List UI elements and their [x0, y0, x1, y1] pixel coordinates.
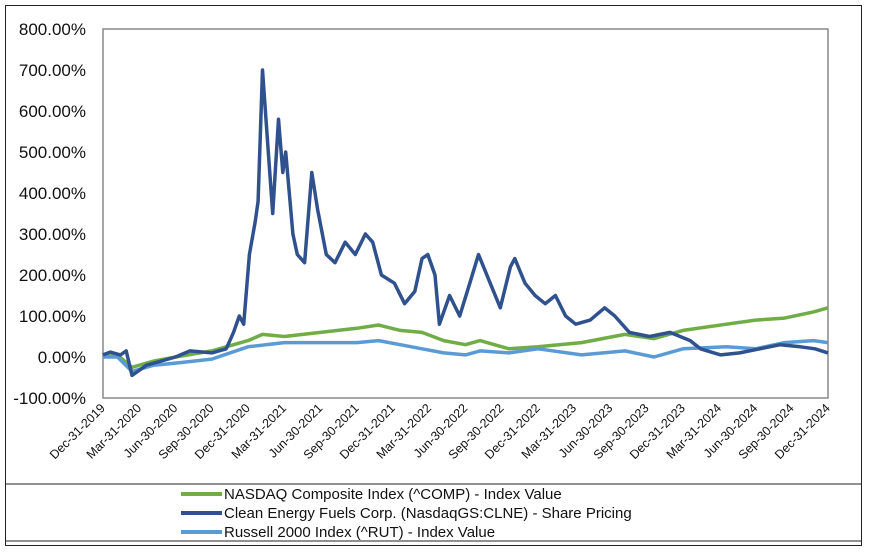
- chart-frame: [5, 5, 862, 546]
- y-tick-label: 300.00%: [19, 225, 86, 244]
- legend: NASDAQ Composite Index (^COMP) - Index V…: [181, 486, 632, 541]
- series-line-0: [102, 306, 829, 370]
- series-line-1: [102, 68, 829, 378]
- y-tick-label: 600.00%: [19, 102, 86, 121]
- plot-area: [102, 28, 829, 399]
- y-tick-label: 400.00%: [19, 184, 86, 203]
- y-tick-label: 0.00%: [38, 348, 86, 367]
- y-tick-label: 700.00%: [19, 61, 86, 80]
- legend-label: Clean Energy Fuels Corp. (NasdaqGS:CLNE)…: [224, 505, 632, 522]
- series-line-2: [103, 338, 829, 374]
- y-tick-label: -100.00%: [13, 389, 86, 408]
- legend-label: Russell 2000 Index (^RUT) - Index Value: [224, 524, 495, 541]
- legend-label: NASDAQ Composite Index (^COMP) - Index V…: [224, 486, 562, 503]
- y-tick-label: 200.00%: [19, 266, 86, 285]
- y-tick-label: 800.00%: [19, 20, 86, 39]
- y-tick-label: 100.00%: [19, 307, 86, 326]
- y-tick-label: 500.00%: [19, 143, 86, 162]
